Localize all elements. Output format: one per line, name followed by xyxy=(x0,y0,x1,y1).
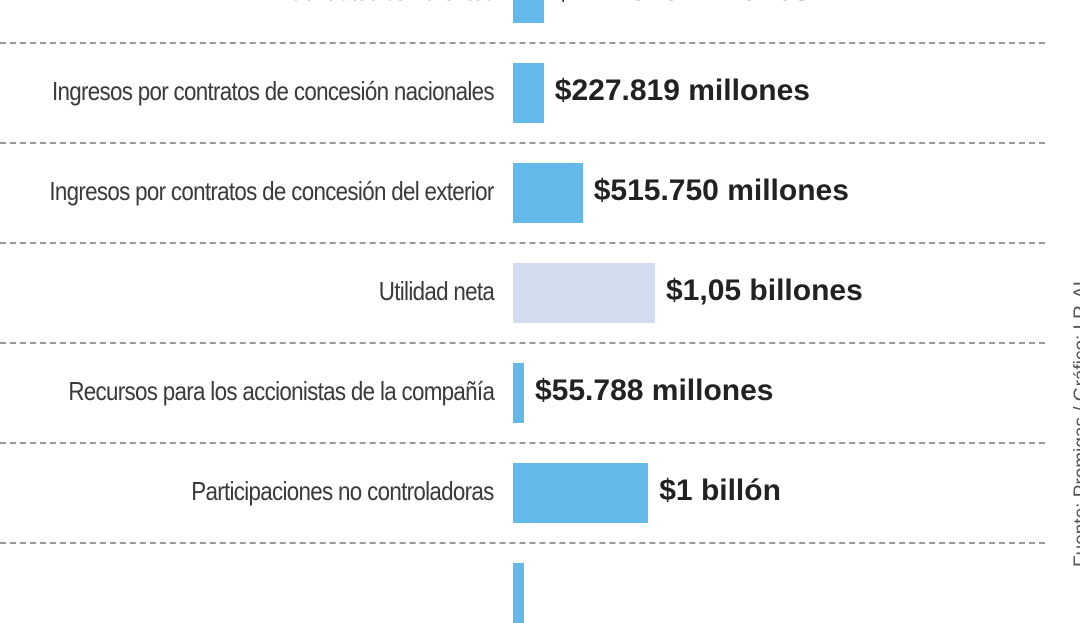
category-label: Ingresos por contratos de concesión del … xyxy=(49,176,495,206)
row-separator xyxy=(0,242,1045,244)
category-label: Ingresos por contratos de concesión naci… xyxy=(52,76,495,106)
value-label: $1,05 billones xyxy=(666,274,863,307)
category-label: Participaciones no controladoras xyxy=(191,476,495,506)
row-separator xyxy=(0,42,1045,44)
bar xyxy=(513,563,524,623)
row-separator xyxy=(0,442,1045,444)
bar xyxy=(513,63,544,123)
bar-chart: Contratos con clientes $227.819 millones I… xyxy=(0,0,1045,623)
value-label: $227.819 millones xyxy=(555,0,810,8)
row-separator xyxy=(0,142,1045,144)
value-label: $55.788 millones xyxy=(535,374,774,407)
bar xyxy=(513,0,544,23)
category-label: Contratos con clientes xyxy=(288,0,495,7)
source-credit: Fuente: Promigas / Gráfico: LR-AL xyxy=(1071,275,1080,567)
row-separator xyxy=(0,342,1045,344)
value-label: $227.819 millones xyxy=(554,74,810,107)
row-separator xyxy=(0,542,1045,544)
value-label: $515.750 millones xyxy=(593,174,849,207)
bar xyxy=(513,163,583,223)
category-label: Recursos para los accionistas de la comp… xyxy=(68,376,495,406)
bar xyxy=(513,263,655,323)
bar xyxy=(513,363,524,423)
value-label: $1 billón xyxy=(659,474,781,507)
category-label: Utilidad neta xyxy=(378,276,495,306)
bar xyxy=(513,463,649,523)
